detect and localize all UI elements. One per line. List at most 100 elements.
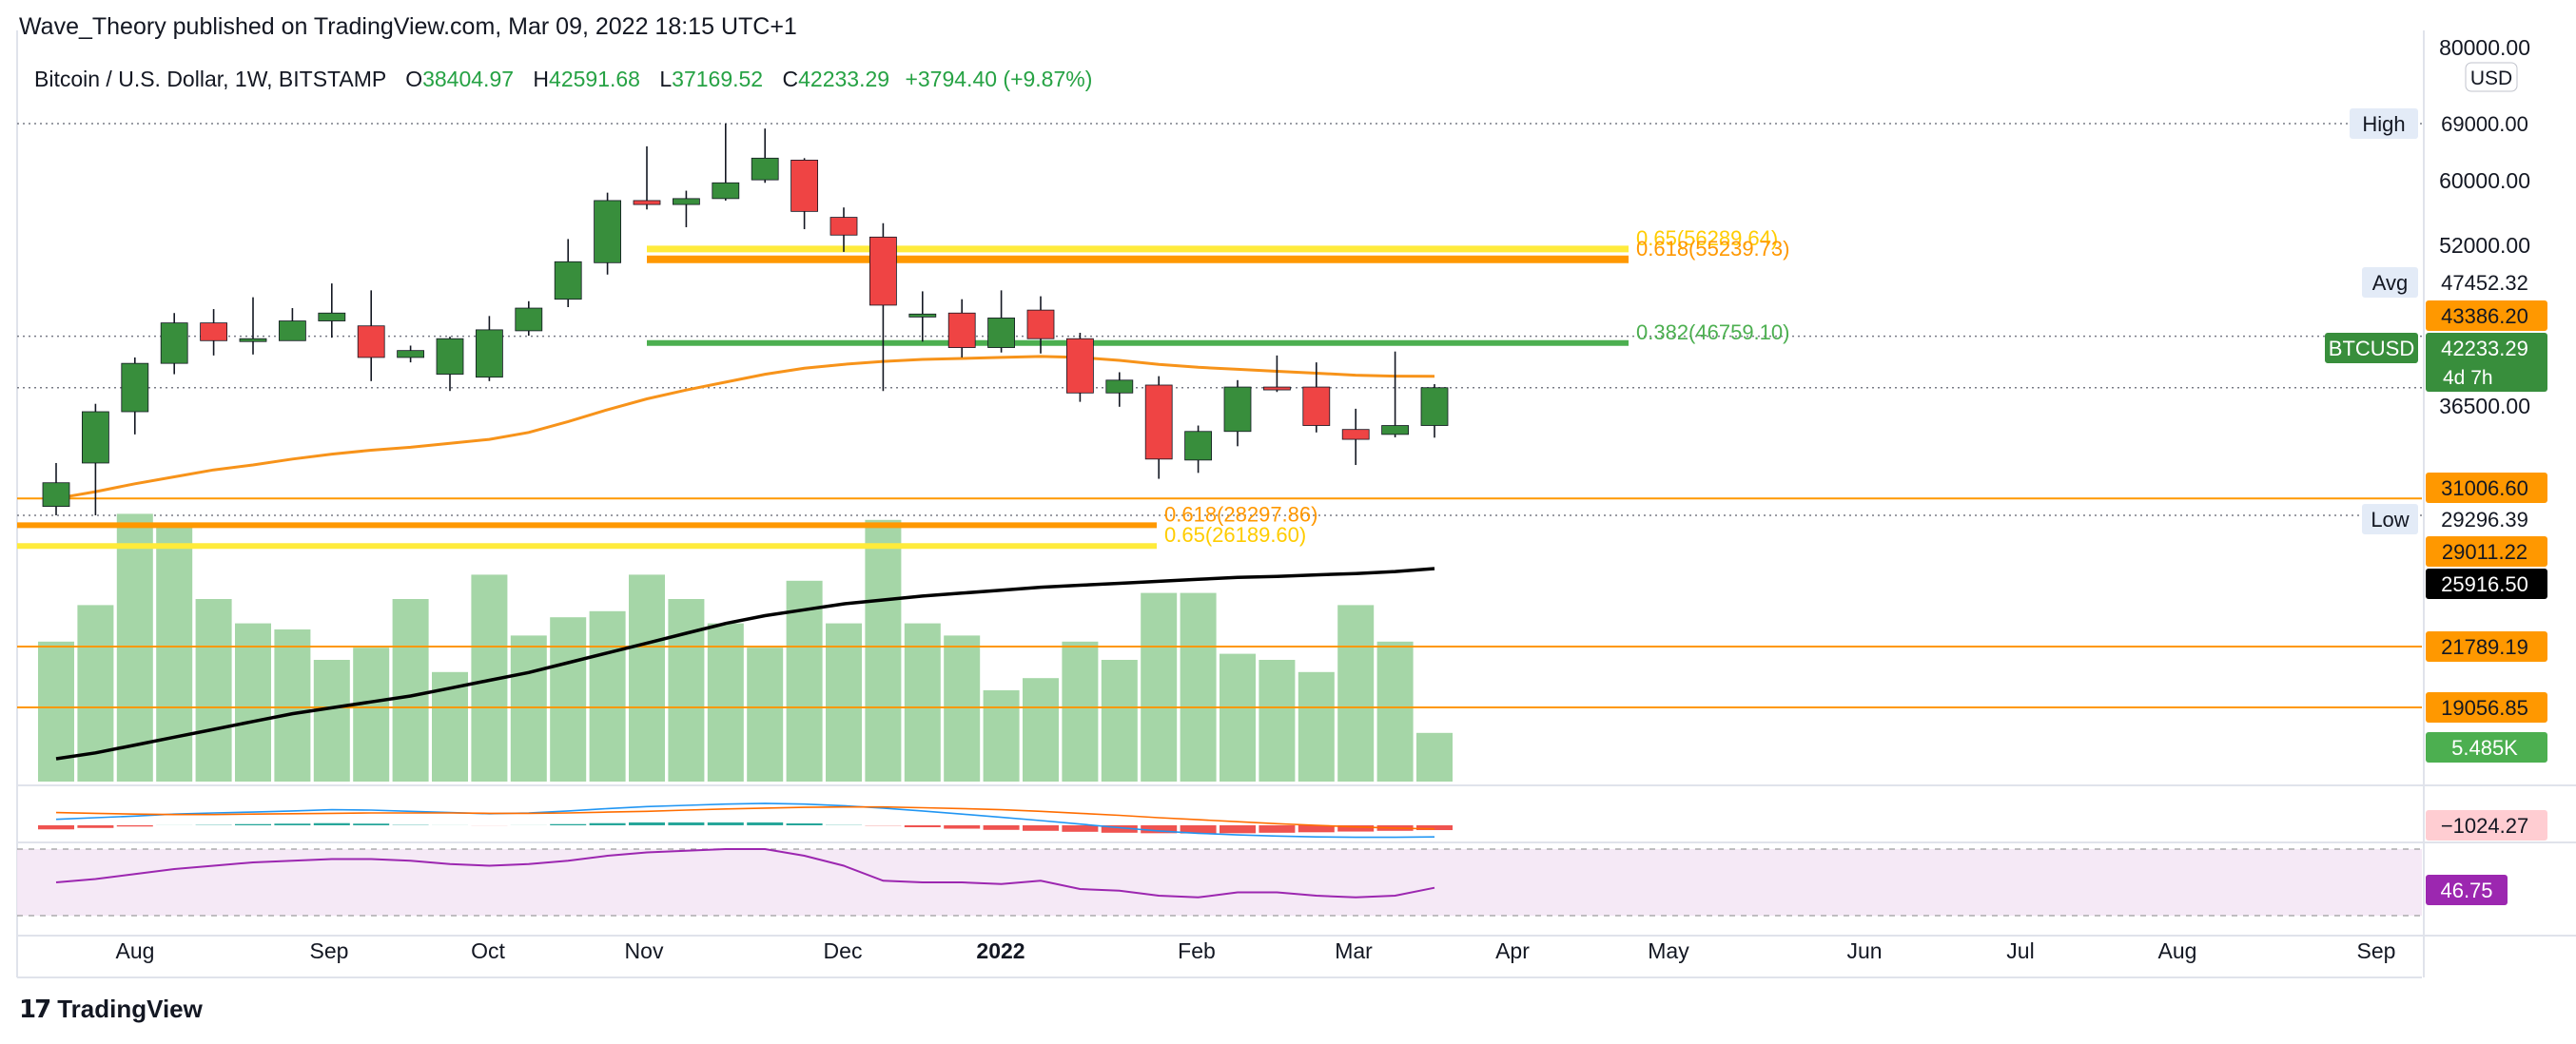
candle-up[interactable] — [121, 362, 149, 413]
candle-down[interactable] — [1341, 429, 1370, 440]
volume-tag[interactable] — [2426, 732, 2547, 763]
candle-up[interactable] — [160, 322, 188, 364]
candle-down[interactable] — [829, 217, 858, 236]
candle-up[interactable] — [42, 482, 70, 508]
open-value: 38404.97 — [422, 67, 515, 91]
macd-histogram-bar — [1101, 825, 1138, 833]
high-label: H — [533, 67, 550, 91]
candle-up[interactable] — [82, 411, 109, 464]
price-tag-countdown: 4d 7h — [2443, 367, 2493, 389]
candle-down[interactable] — [1026, 309, 1055, 339]
macd-histogram-bar — [116, 825, 153, 827]
time-axis-tick: Sep — [2357, 938, 2396, 963]
candle-down[interactable] — [1066, 338, 1094, 394]
price-tag[interactable] — [2426, 569, 2547, 599]
price-tag[interactable] — [2426, 692, 2547, 723]
price-tag-value: 29011.22 — [2442, 540, 2527, 564]
macd-histogram-bar — [1337, 825, 1375, 832]
price-tag[interactable] — [2426, 267, 2547, 298]
candle-down[interactable] — [357, 325, 385, 358]
price-tag-value: 25916.50 — [2441, 572, 2528, 596]
candle-up[interactable] — [673, 198, 700, 205]
publisher-caption: Wave_Theory published on TradingView.com… — [19, 13, 797, 40]
candle-down[interactable] — [200, 322, 228, 341]
rsi-tag[interactable] — [2426, 875, 2508, 905]
time-axis-tick: Nov — [625, 938, 664, 963]
price-tag[interactable] — [2426, 300, 2547, 331]
candle-down[interactable] — [1144, 384, 1173, 460]
macd-histogram-bar — [235, 823, 271, 825]
price-tag[interactable] — [2426, 631, 2547, 662]
candle-up[interactable] — [554, 261, 582, 300]
candle-up[interactable] — [475, 329, 503, 378]
macd-histogram-bar — [904, 825, 941, 828]
fib-level-label: 0.65(26189.60) — [1164, 523, 1306, 547]
rsi-line — [55, 848, 1435, 899]
high-value: 42591.68 — [549, 67, 640, 91]
volume-bar — [313, 660, 350, 782]
price-tag[interactable] — [2426, 108, 2547, 139]
macd-histogram-bar — [1416, 825, 1453, 831]
currency-button[interactable] — [2465, 62, 2518, 92]
macd-histogram-bar — [826, 824, 862, 825]
volume-bar — [668, 599, 705, 782]
price-tag-label-box[interactable] — [2325, 333, 2418, 363]
macd-tag[interactable] — [2426, 810, 2547, 841]
macd-histogram-bar — [589, 822, 626, 825]
candle-up[interactable] — [239, 338, 267, 342]
candle-up[interactable] — [397, 350, 425, 358]
volume-bar — [589, 610, 626, 782]
candle-down[interactable] — [633, 200, 661, 205]
candle-up[interactable] — [318, 312, 346, 321]
price-tag[interactable] — [2426, 333, 2547, 392]
candle-up[interactable] — [712, 182, 740, 200]
fib-level-label: 0.618(55239.73) — [1636, 237, 1789, 261]
macd-histogram-bar — [1376, 825, 1414, 831]
volume-bar — [550, 617, 587, 782]
macd-line — [55, 802, 1435, 839]
candle-up[interactable] — [594, 200, 621, 263]
candle-down[interactable] — [790, 159, 818, 212]
candle-up[interactable] — [515, 307, 543, 332]
tradingview-brand[interactable]: 𝟭𝟳 TradingView — [19, 995, 203, 1024]
candle-down[interactable] — [947, 312, 976, 348]
candle-down[interactable] — [869, 236, 897, 306]
candle-up[interactable] — [1105, 379, 1134, 394]
candle-up[interactable] — [987, 318, 1015, 348]
time-axis-tick: May — [1648, 938, 1689, 963]
macd-histogram-bar — [77, 825, 114, 828]
candle-up[interactable] — [1381, 425, 1409, 435]
price-tag[interactable] — [2426, 536, 2547, 567]
candle-up[interactable] — [436, 338, 464, 375]
candle-down[interactable] — [1302, 386, 1331, 426]
time-axis-tick: Dec — [824, 938, 863, 963]
volume-bar — [1180, 592, 1217, 782]
price-axis-tick: 60000.00 — [2439, 168, 2530, 193]
price-tag-label-box[interactable] — [2362, 504, 2418, 534]
candle-up[interactable] — [1420, 387, 1449, 426]
macd-histogram-bar — [38, 825, 74, 830]
macd-histogram-bar — [195, 823, 232, 825]
price-tag[interactable] — [2426, 504, 2547, 534]
price-tag[interactable] — [2426, 473, 2547, 503]
symbol-title[interactable]: Bitcoin / U.S. Dollar, 1W, BITSTAMP — [34, 67, 386, 91]
candle-up[interactable] — [908, 313, 937, 318]
close-label: C — [782, 67, 799, 91]
rsi-band — [17, 849, 2422, 916]
macd-histogram-bar — [1220, 825, 1256, 834]
ohlc-legend: Bitcoin / U.S. Dollar, 1W, BITSTAMP O384… — [34, 67, 1092, 92]
price-tag-value: 47452.32 — [2441, 271, 2528, 295]
candle-up[interactable] — [1184, 431, 1212, 461]
candle-up[interactable] — [1223, 386, 1252, 433]
macd-histogram-bar — [1259, 825, 1296, 833]
volume-bar — [904, 623, 941, 782]
candle-up[interactable] — [278, 320, 306, 341]
macd-histogram-bar — [1023, 825, 1059, 831]
volume-bar — [38, 641, 74, 782]
candle-down[interactable] — [1263, 386, 1291, 391]
candle-up[interactable] — [751, 157, 779, 181]
price-tag-label-box[interactable] — [2362, 267, 2418, 298]
price-tag-value: 31006.60 — [2441, 476, 2528, 500]
price-tag-label-box[interactable] — [2350, 108, 2418, 139]
